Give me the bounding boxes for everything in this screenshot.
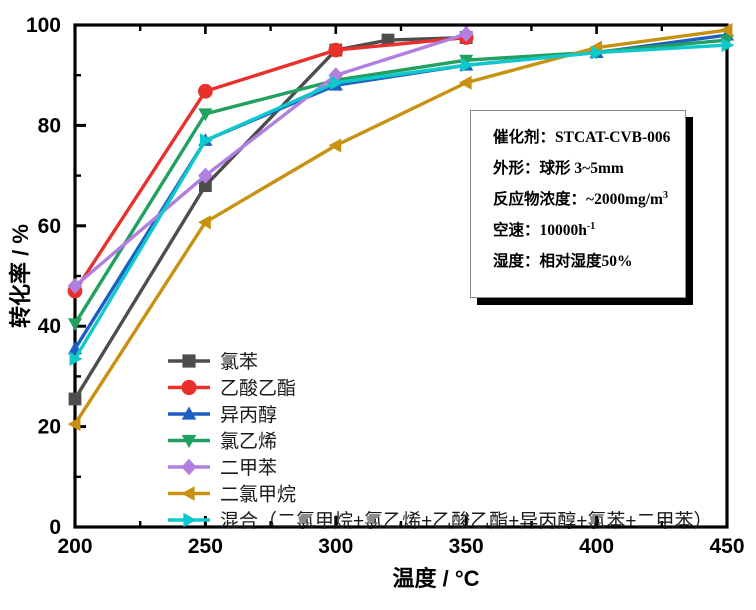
x-axis-title: 温度 / °C [392,566,479,591]
legend-item-label: 氯乙烯 [220,431,277,453]
legend-marker [181,406,197,420]
legend-marker [183,512,197,528]
data-point-marker [719,34,735,48]
data-point-marker [459,54,474,68]
x-tick-label: 300 [318,535,353,558]
y-tick-label: 20 [38,416,61,439]
x-tick-label: 350 [449,535,484,558]
info-value: 10000h [539,222,587,239]
info-value: 球形 3~5mm [539,160,624,177]
x-tick-label: 200 [57,535,92,558]
info-line: 外形：球形 3~5mm [493,156,677,178]
legend-item[interactable]: 二氯甲烷 [168,484,296,506]
legend-item-label: 异丙醇 [220,404,277,426]
x-tick-label: 400 [579,535,614,558]
conditions-info-box: 催化剂：STCAT-CVB-006 外形：球形 3~5mm 反应物浓度：~2000m… [470,110,686,298]
data-point-marker [328,42,344,58]
data-series [67,30,474,299]
y-tick-label: 60 [38,215,61,238]
series-line [73,35,468,401]
data-point-marker [330,75,344,90]
legend-marker [181,379,197,396]
y-tick-label: 0 [49,516,61,539]
info-value: STCAT-CVB-006 [555,129,671,146]
data-point-marker [721,38,735,53]
data-point-marker [198,215,211,230]
legend-item-label: 混合（二氯甲烷+氯乙烯+乙酸乙酯+异丙醇+氯苯+二甲苯） [220,510,712,532]
data-point-marker [198,83,213,99]
data-point-marker [69,351,83,366]
legend-marker [181,486,195,501]
y-axis-ticks: 0 20 40 60 80 100 [26,14,86,539]
info-value: 相对湿度50% [539,253,633,270]
series-line [73,32,468,288]
data-point-marker [458,75,472,90]
data-point-marker [199,179,212,193]
data-point-marker [67,417,81,432]
info-key: 空速： [493,222,540,239]
info-line: 催化剂：STCAT-CVB-006 [493,125,677,147]
data-point-marker [198,167,213,184]
data-series [68,31,473,406]
legend-marker [181,458,197,476]
data-point-marker [591,45,604,60]
info-key: 反应物浓度： [493,191,587,208]
legend-item[interactable]: 异丙醇 [168,404,277,426]
x-tick-label: 250 [188,535,223,558]
y-tick-label: 100 [26,14,61,37]
data-point-marker [67,278,83,295]
legend-item[interactable]: 混合（二氯甲烷+氯乙烯+乙酸乙酯+异丙醇+氯苯+二甲苯） [168,510,712,532]
data-series [69,38,735,366]
x-tick-label: 450 [709,535,744,558]
legend-item[interactable]: 氯苯 [168,351,258,373]
data-point-marker [67,318,83,332]
y-tick-label: 80 [38,114,61,137]
legend-item-label: 二氯甲烷 [220,484,296,506]
y-tick-label: 40 [38,315,61,338]
legend-item-label: 乙酸乙酯 [220,378,296,400]
legend-item[interactable]: 二甲苯 [168,457,277,479]
info-key: 外形： [493,160,540,177]
series-line [73,28,729,426]
info-line: 湿度：相对湿度50% [493,249,677,271]
info-value: ~2000mg/m [586,191,663,208]
legend-item-label: 氯苯 [220,351,258,373]
data-series [67,26,474,295]
info-key: 湿度： [493,253,540,270]
info-value-superscript: -1 [586,220,596,232]
chart-legend: 氯苯乙酸乙酯异丙醇氯乙烯二甲苯二氯甲烷混合（二氯甲烷+氯乙烯+乙酸乙酯+异丙醇+… [168,351,712,532]
info-key: 催化剂： [493,129,556,146]
info-value-superscript: 3 [662,189,668,201]
info-line: 空速：10000h-1 [493,218,677,240]
data-point-marker [198,108,213,122]
data-series [67,22,733,432]
legend-marker [182,354,196,368]
legend-item[interactable]: 乙酸乙酯 [168,378,296,400]
x-axis-ticks: 200 250 300 350 400 450 [57,25,745,558]
info-line: 反应物浓度：~2000mg/m3 [493,187,677,209]
data-point-marker [199,133,213,148]
legend-marker [181,434,197,449]
data-point-marker [458,26,474,43]
series-line [73,43,729,361]
data-point-marker [460,58,474,73]
data-point-marker [68,392,82,406]
legend-item-label: 二甲苯 [220,457,277,479]
data-point-marker [719,22,733,38]
y-axis-title: 转化率 / % [8,224,33,328]
data-point-marker [328,138,342,153]
legend-item[interactable]: 氯乙烯 [168,431,277,453]
series-line [73,35,468,293]
series-layer [67,22,735,432]
